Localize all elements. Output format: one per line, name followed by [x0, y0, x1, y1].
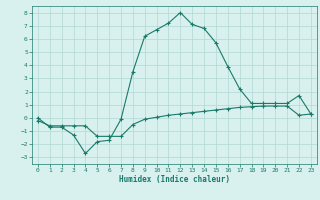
X-axis label: Humidex (Indice chaleur): Humidex (Indice chaleur): [119, 175, 230, 184]
